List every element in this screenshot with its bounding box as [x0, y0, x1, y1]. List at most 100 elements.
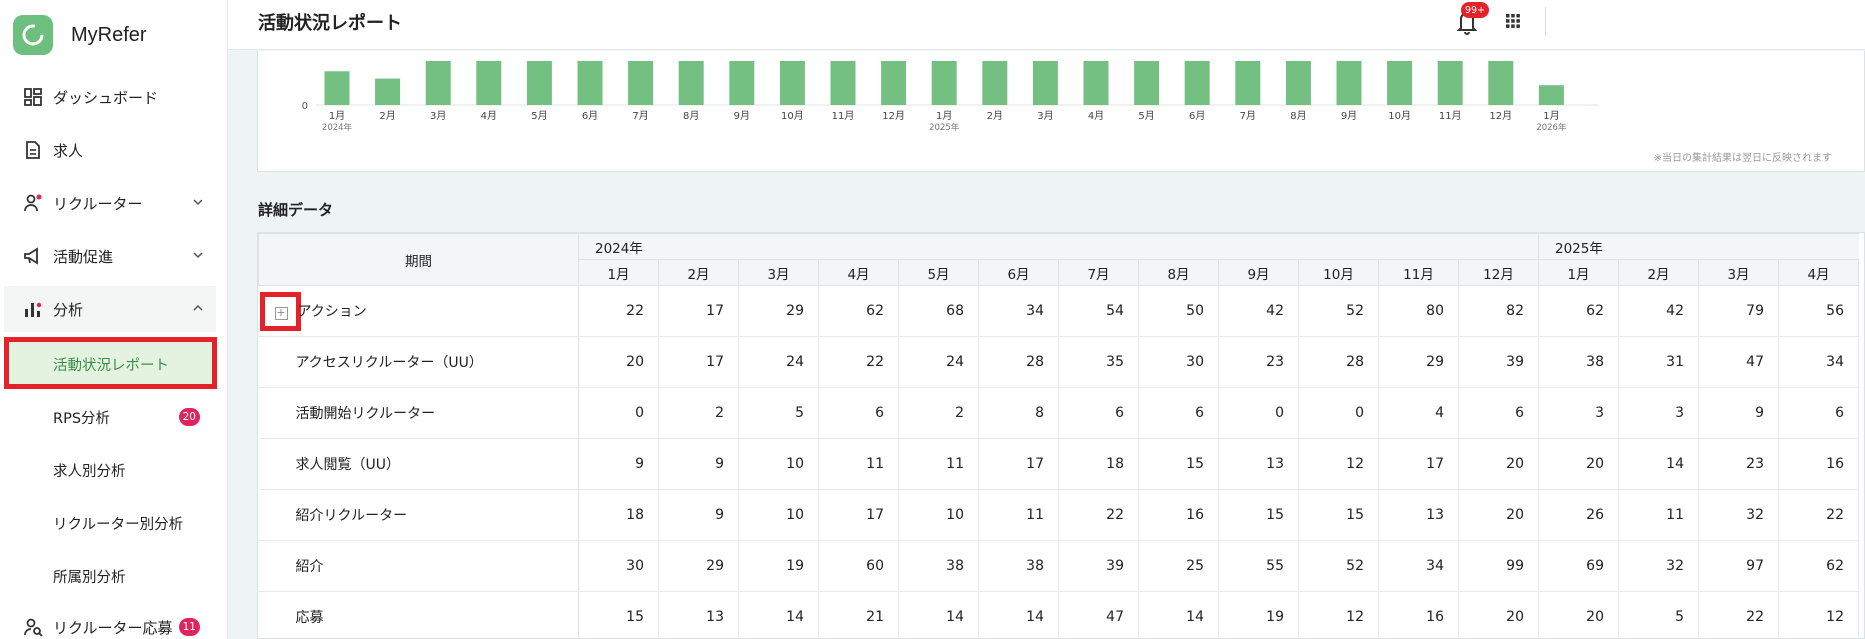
x-tick-label: 10月 [1388, 110, 1411, 122]
count-badge: 20 [178, 408, 200, 426]
sidebar-item-label: 求人 [53, 141, 84, 160]
chart-bar[interactable] [1538, 85, 1564, 105]
x-tick-label: 12月 [882, 110, 905, 122]
chart-bar[interactable] [628, 61, 654, 105]
table-cell: 52 [1298, 540, 1379, 592]
sidebar-item-label: リクルーター [53, 194, 143, 213]
table-cell: 10 [738, 438, 819, 490]
chart-bar[interactable] [830, 61, 856, 105]
table-cell: 16 [1138, 489, 1219, 541]
table-cell: 11 [978, 489, 1059, 541]
table-cell: 22 [1698, 591, 1779, 638]
sidebar-item-dashboard[interactable]: ダッシュボード [0, 74, 216, 120]
month-header: 1月 [1538, 259, 1619, 286]
month-header: 4月 [1778, 259, 1859, 286]
table-cell: 62 [1538, 285, 1619, 337]
sidebar: MyRefer ダッシュボード 求人 リクルーター 活動促進 分析 活動状況レポ… [0, 0, 228, 639]
expand-row-button[interactable]: + [259, 292, 301, 331]
table-cell: 29 [658, 540, 739, 592]
table-cell: 38 [978, 540, 1059, 592]
table-cell: 22 [1058, 489, 1139, 541]
sidebar-subitem-label: RPS分析 [53, 411, 111, 427]
brand[interactable]: MyRefer [13, 15, 147, 55]
table-cell: 28 [978, 336, 1059, 388]
chart-bar[interactable] [1134, 61, 1160, 105]
sidebar-subitem-rps-analysis[interactable]: RPS分析 20 [0, 394, 227, 438]
sidebar-subitem-affiliation-analysis[interactable]: 所属別分析 [0, 553, 227, 597]
chart-bar[interactable] [1336, 61, 1362, 105]
chart-bar[interactable] [678, 61, 704, 105]
table-cell: 9 [1698, 387, 1779, 439]
table-cell: 12 [1298, 591, 1379, 638]
chart-bar[interactable] [1437, 61, 1463, 105]
table-cell: 17 [1378, 438, 1459, 490]
chart-bar[interactable] [577, 61, 603, 105]
sidebar-item-recruiter[interactable]: リクルーター [0, 180, 216, 226]
app-grid-icon[interactable] [1505, 13, 1521, 29]
chevron-down-icon [193, 199, 203, 206]
table-row: 紹介リクルーター 18 9 10 17 10 11 22 16 15 15 13 20 26 11 32 22 [258, 489, 1859, 541]
chart-bar[interactable] [982, 61, 1008, 105]
chart-bar[interactable] [1083, 61, 1109, 105]
table-cell: 30 [1138, 336, 1219, 388]
x-tick-label: 2月 [987, 110, 1003, 122]
sidebar-subitem-label: 求人別分析 [53, 464, 126, 480]
chart-bar[interactable] [526, 61, 552, 105]
table-cell: 62 [1778, 540, 1859, 592]
table-cell: 30 [578, 540, 659, 592]
chart-bar[interactable] [1285, 61, 1311, 105]
sidebar-subitem-activity-report[interactable]: 活動状況レポート [4, 337, 217, 389]
table-cell: 24 [738, 336, 819, 388]
detail-table-container: 期間 2024年 2025年 1月 2月 3月 4月 5月 6月 7月 8月 9月 10月 11月 12… [257, 232, 1865, 639]
sidebar-subitem-job-analysis[interactable]: 求人別分析 [0, 447, 227, 491]
table-cell: 24 [898, 336, 979, 388]
chart-bar[interactable] [779, 61, 805, 105]
table-cell: 13 [1378, 489, 1459, 541]
notification-badge: 99+ [1461, 2, 1490, 18]
table-cell: 0 [1298, 387, 1379, 439]
month-header: 9月 [1218, 259, 1299, 286]
table-cell: 32 [1698, 489, 1779, 541]
chart-bar[interactable] [425, 61, 451, 105]
chart-bar[interactable] [1387, 61, 1413, 105]
table-cell: 17 [978, 438, 1059, 490]
sidebar-subitem-label: 活動状況レポート [53, 358, 169, 374]
table-cell: 12 [1778, 591, 1859, 638]
sidebar-subitem-recruiter-analysis[interactable]: リクルーター別分析 [0, 500, 227, 544]
sidebar-item-analytics[interactable]: 分析 [4, 286, 216, 332]
month-header: 2月 [1618, 259, 1699, 286]
table-cell: 97 [1698, 540, 1779, 592]
sidebar-item-activity-promotion[interactable]: 活動促進 [0, 233, 216, 279]
month-header: 11月 [1378, 259, 1459, 286]
chart-bar[interactable] [1235, 61, 1261, 105]
month-header: 3月 [1698, 259, 1779, 286]
sidebar-item-recruiter-applications[interactable]: リクルーター応募 11 [0, 604, 216, 639]
chart-bar[interactable] [729, 61, 755, 105]
y-tick-label: 0 [302, 101, 308, 112]
table-cell: 22 [578, 285, 659, 337]
table-cell: 19 [1218, 591, 1299, 638]
chart-bar[interactable] [324, 71, 350, 105]
chart-bar[interactable] [1488, 61, 1514, 105]
chart-bar[interactable] [1184, 61, 1210, 105]
sidebar-item-jobs[interactable]: 求人 [0, 127, 216, 173]
table-cell: 6 [1138, 387, 1219, 439]
x-tick-label: 1月 [1543, 110, 1559, 122]
x-tick-label: 10月 [781, 110, 804, 122]
table-cell: 42 [1218, 285, 1299, 337]
sidebar-subitem-label: 所属別分析 [53, 570, 126, 586]
header-divider [1545, 7, 1546, 35]
chart-bar[interactable] [881, 61, 907, 105]
table-cell: 4 [1378, 387, 1459, 439]
table-cell: 11 [818, 438, 899, 490]
chart-bar[interactable] [1032, 61, 1058, 105]
table-cell: 13 [1218, 438, 1299, 490]
chart-bar[interactable] [375, 78, 401, 105]
chevron-up-icon [193, 304, 203, 311]
chart-bar[interactable] [931, 61, 957, 105]
table-cell: 11 [1618, 489, 1699, 541]
brand-name: MyRefer [71, 23, 147, 46]
chart-bar[interactable] [476, 61, 502, 105]
table-cell: 79 [1698, 285, 1779, 337]
table-cell: 9 [578, 438, 659, 490]
